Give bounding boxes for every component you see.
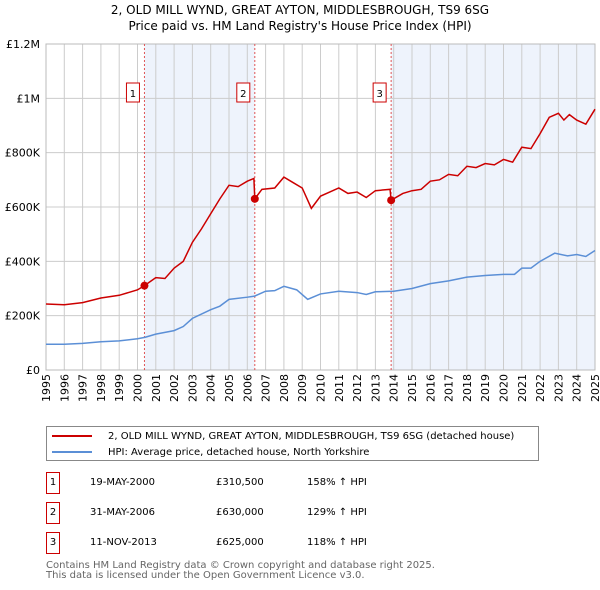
sale-hpi-change: 158% ↑ HPI xyxy=(307,477,367,488)
x-tick-label: 2010 xyxy=(315,374,328,402)
sale-point xyxy=(250,194,259,203)
x-tick-label: 2019 xyxy=(479,374,492,402)
legend-item-hpi: HPI: Average price, detached house, Nort… xyxy=(52,445,369,459)
sale-point xyxy=(140,281,149,290)
legend-label: HPI: Average price, detached house, Nort… xyxy=(108,446,370,458)
sale-price: £625,000 xyxy=(216,537,264,548)
x-tick-label: 1998 xyxy=(95,374,108,402)
x-tick-label: 2025 xyxy=(589,374,600,402)
x-tick-label: 2004 xyxy=(205,374,218,402)
y-tick-label: £1M xyxy=(17,92,41,105)
y-tick-label: £0 xyxy=(26,364,40,377)
x-tick-label: 2013 xyxy=(369,374,382,402)
plot-area: 1995 1996 1997 1998 1999 2000 2001 2002 2003 2004… xyxy=(5,38,600,402)
x-tick-label: 2018 xyxy=(461,374,474,402)
sale-date: 19-MAY-2000 xyxy=(90,477,156,488)
x-tick-label: 2014 xyxy=(388,374,401,402)
y-tick-label: £200K xyxy=(5,310,41,323)
sale-marker-box xyxy=(372,82,387,103)
x-tick-label: 2001 xyxy=(150,374,163,402)
legend-label: 2, OLD MILL WYND, GREAT AYTON, MIDDLESBR… xyxy=(108,430,515,442)
sale-marker-label: 3 xyxy=(376,89,382,100)
x-tick-label: 2017 xyxy=(443,374,456,402)
x-tick-label: 2005 xyxy=(223,374,236,402)
sale-marker-box xyxy=(125,82,140,103)
y-tick-label: £800K xyxy=(5,147,41,160)
x-tick-label: 2000 xyxy=(132,374,145,402)
x-tick-label: 2012 xyxy=(351,374,364,402)
x-tick-label: 2015 xyxy=(406,374,419,402)
legend-swatch-red xyxy=(52,435,92,437)
legend-item-property: 2, OLD MILL WYND, GREAT AYTON, MIDDLESBR… xyxy=(52,429,514,443)
x-tick-label: 2024 xyxy=(571,374,584,402)
x-tick-label: 1999 xyxy=(113,374,126,402)
x-tick-label: 2023 xyxy=(552,374,565,402)
plot-border xyxy=(45,43,596,371)
legend: 2, OLD MILL WYND, GREAT AYTON, MIDDLESBR… xyxy=(46,426,539,461)
x-tick-label: 2021 xyxy=(516,374,529,402)
legend-swatch-blue xyxy=(52,451,92,453)
sale-point xyxy=(387,196,396,205)
x-tick-label: 1995 xyxy=(40,374,53,402)
sale-marker-label: 2 xyxy=(240,89,246,100)
footer-line-2: This data is licensed under the Open Gov… xyxy=(46,570,365,581)
sale-date: 11-NOV-2013 xyxy=(90,537,157,548)
sale-hpi-change: 118% ↑ HPI xyxy=(307,537,367,548)
x-tick-label: 2011 xyxy=(333,374,346,402)
x-tick-label: 2006 xyxy=(241,374,254,402)
x-tick-label: 2022 xyxy=(534,374,547,402)
sale-marker-label: 1 xyxy=(130,89,136,100)
chart-subtitle: Price paid vs. HM Land Registry's House … xyxy=(128,19,472,33)
sale-price: £310,500 xyxy=(216,477,264,488)
hpi-line xyxy=(46,249,596,345)
x-tick-label: 2007 xyxy=(260,374,273,402)
x-tick-label: 2016 xyxy=(424,374,437,402)
property-price-line xyxy=(45,108,596,306)
x-tick-label: 2008 xyxy=(278,374,291,402)
x-tick-label: 2020 xyxy=(498,374,511,402)
sale-number: 1 xyxy=(46,472,60,494)
sale-number: 3 xyxy=(46,532,60,554)
y-tick-label: £1.2M xyxy=(6,38,40,51)
sale-date: 31-MAY-2006 xyxy=(90,507,156,518)
x-tick-label: 1997 xyxy=(77,374,90,402)
x-tick-label: 2002 xyxy=(168,374,181,402)
sale-price: £630,000 xyxy=(216,507,264,518)
y-tick-label: £600K xyxy=(5,201,41,214)
x-tick-label: 2003 xyxy=(186,374,199,402)
chart-title: 2, OLD MILL WYND, GREAT AYTON, MIDDLESBR… xyxy=(110,3,490,17)
y-tick-label: £400K xyxy=(5,255,41,268)
sale-marker-box xyxy=(236,82,251,103)
sale-number: 2 xyxy=(46,502,60,524)
sale-hpi-change: 129% ↑ HPI xyxy=(307,507,367,518)
footer-line-1: Contains HM Land Registry data © Crown c… xyxy=(46,560,435,571)
x-tick-label: 2009 xyxy=(296,374,309,402)
x-tick-label: 1996 xyxy=(58,374,71,402)
